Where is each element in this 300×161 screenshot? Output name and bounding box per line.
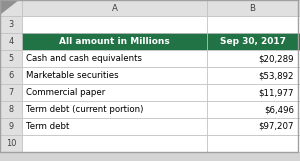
Bar (0, 67, 22, 84)
Bar (22, 16, 207, 33)
Bar (0, 84, 22, 101)
Text: 10: 10 (6, 139, 16, 148)
Bar (0, 118, 22, 135)
Bar (207, 0, 298, 16)
Bar (22, 67, 207, 84)
Bar (0, 16, 22, 33)
Bar (207, 67, 298, 84)
Text: 3: 3 (8, 20, 14, 29)
Text: $11,977: $11,977 (259, 88, 294, 97)
Bar (207, 33, 298, 50)
Bar (298, 135, 300, 152)
Text: B: B (250, 4, 256, 13)
Bar (22, 118, 207, 135)
Bar (207, 16, 298, 33)
Text: A: A (112, 4, 117, 13)
Bar (22, 50, 207, 67)
Bar (207, 84, 298, 101)
Polygon shape (1, 0, 19, 14)
Bar (207, 118, 298, 135)
Text: Term debt: Term debt (26, 122, 69, 131)
Text: Cash and cash equivalents: Cash and cash equivalents (26, 54, 142, 63)
Bar (207, 50, 298, 67)
Bar (207, 135, 298, 152)
Text: Commercial paper: Commercial paper (26, 88, 105, 97)
Bar (298, 33, 300, 50)
Bar (0, 50, 22, 67)
Text: 6: 6 (8, 71, 14, 80)
Bar (298, 16, 300, 33)
Bar (22, 84, 207, 101)
Text: $6,496: $6,496 (264, 105, 294, 114)
Bar (298, 101, 300, 118)
Text: Sep 30, 2017: Sep 30, 2017 (220, 37, 286, 46)
Text: 4: 4 (8, 37, 14, 46)
Bar (0, 101, 22, 118)
Bar (298, 67, 300, 84)
Bar (22, 33, 207, 50)
Bar (298, 118, 300, 135)
Text: $97,207: $97,207 (259, 122, 294, 131)
Bar (298, 50, 300, 67)
Text: 7: 7 (8, 88, 14, 97)
Bar (22, 135, 207, 152)
Text: Marketable securities: Marketable securities (26, 71, 119, 80)
Bar (207, 101, 298, 118)
Text: 9: 9 (8, 122, 14, 131)
Bar (298, 84, 300, 101)
Text: $53,892: $53,892 (259, 71, 294, 80)
Text: All amount in Millions: All amount in Millions (59, 37, 170, 46)
Bar (22, 101, 207, 118)
Text: 5: 5 (8, 54, 14, 63)
Bar (22, 0, 207, 16)
Bar (298, 0, 300, 16)
Bar (0, 33, 22, 50)
Bar (0, 0, 22, 16)
Bar (0, 135, 22, 152)
Text: $20,289: $20,289 (259, 54, 294, 63)
Text: Term debt (current portion): Term debt (current portion) (26, 105, 143, 114)
Text: 8: 8 (8, 105, 14, 114)
